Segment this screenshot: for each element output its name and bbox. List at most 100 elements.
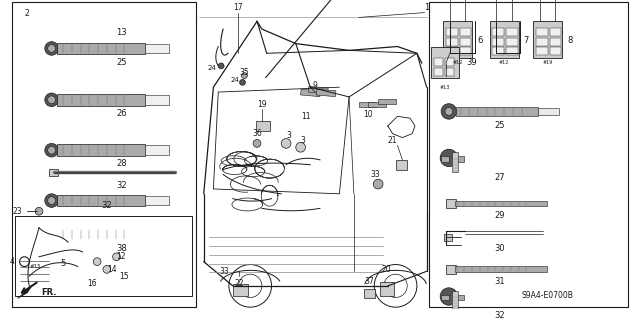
Bar [460, 38, 471, 46]
Bar [441, 294, 449, 300]
Text: 24: 24 [207, 65, 216, 71]
Bar [452, 291, 458, 310]
Circle shape [48, 146, 56, 154]
Bar [456, 107, 538, 116]
Bar [429, 2, 628, 307]
Text: 32: 32 [116, 181, 127, 189]
Bar [145, 44, 169, 53]
Circle shape [45, 144, 58, 157]
Bar [256, 121, 269, 131]
Bar [445, 68, 454, 76]
Bar [454, 266, 547, 272]
Circle shape [440, 288, 458, 305]
Circle shape [373, 179, 383, 189]
Bar [378, 99, 396, 104]
Text: #12: #12 [452, 60, 463, 64]
Text: 12: 12 [116, 252, 126, 261]
Bar [445, 58, 454, 66]
Text: 33: 33 [219, 267, 229, 276]
Bar [536, 38, 548, 46]
Text: 2: 2 [24, 9, 29, 18]
Bar [369, 102, 386, 107]
Bar [533, 21, 563, 58]
Text: 31: 31 [494, 277, 504, 286]
Bar [145, 145, 169, 155]
Circle shape [45, 93, 58, 107]
Circle shape [103, 265, 111, 273]
Bar [444, 234, 452, 241]
Bar [58, 43, 145, 54]
Circle shape [241, 73, 247, 78]
Text: #19: #19 [543, 60, 553, 64]
Text: 17: 17 [233, 3, 243, 12]
Bar [15, 216, 192, 295]
Circle shape [253, 139, 261, 147]
Circle shape [445, 108, 452, 115]
Bar [536, 28, 548, 36]
Text: 28: 28 [116, 159, 127, 168]
Text: 30: 30 [494, 244, 504, 253]
Text: 9: 9 [313, 81, 317, 90]
Bar [493, 48, 504, 55]
Text: 32: 32 [494, 311, 504, 319]
Bar [446, 38, 458, 46]
Bar [15, 247, 56, 286]
Text: FR.: FR. [41, 288, 56, 297]
Text: #15: #15 [29, 264, 41, 269]
Bar [443, 21, 472, 58]
Text: 14: 14 [107, 265, 116, 274]
Text: #12: #12 [499, 60, 509, 64]
Bar [58, 94, 145, 106]
Circle shape [45, 42, 58, 55]
Bar [316, 89, 336, 97]
Bar [301, 89, 321, 97]
Circle shape [45, 194, 58, 207]
Bar [506, 38, 518, 46]
Text: 4: 4 [10, 257, 15, 266]
Text: 35: 35 [239, 68, 250, 77]
Text: 21: 21 [388, 136, 397, 145]
Circle shape [48, 96, 56, 104]
Text: 29: 29 [494, 211, 504, 219]
Text: 37: 37 [365, 277, 374, 286]
Bar [506, 48, 518, 55]
Bar [454, 201, 547, 206]
Circle shape [296, 143, 305, 152]
Text: 8: 8 [567, 36, 572, 45]
Circle shape [441, 104, 456, 119]
Circle shape [93, 258, 101, 265]
Text: 19: 19 [257, 100, 267, 109]
Bar [380, 282, 394, 295]
Bar [446, 264, 456, 274]
Polygon shape [18, 287, 31, 299]
Bar [490, 21, 518, 58]
Bar [233, 284, 248, 295]
Bar [446, 28, 458, 36]
Bar [550, 28, 561, 36]
Text: 23: 23 [13, 207, 22, 216]
Text: 36: 36 [252, 129, 262, 138]
Text: 27: 27 [494, 173, 504, 182]
Bar [145, 196, 169, 205]
Bar [550, 48, 561, 55]
Bar [550, 38, 561, 46]
Text: 5: 5 [60, 259, 65, 268]
Text: 22: 22 [235, 279, 244, 288]
Bar [145, 95, 169, 105]
Text: 25: 25 [116, 57, 127, 67]
Bar [145, 230, 169, 239]
Bar [493, 38, 504, 46]
Bar [538, 108, 559, 115]
Circle shape [281, 138, 291, 148]
Bar [446, 48, 458, 55]
Bar [506, 28, 518, 36]
Bar [460, 48, 471, 55]
Circle shape [113, 253, 120, 261]
Bar [435, 58, 443, 66]
Bar [58, 229, 145, 240]
Bar [460, 28, 471, 36]
Bar [396, 160, 407, 170]
Bar [446, 199, 456, 208]
Bar [49, 169, 58, 176]
Bar [364, 289, 375, 299]
